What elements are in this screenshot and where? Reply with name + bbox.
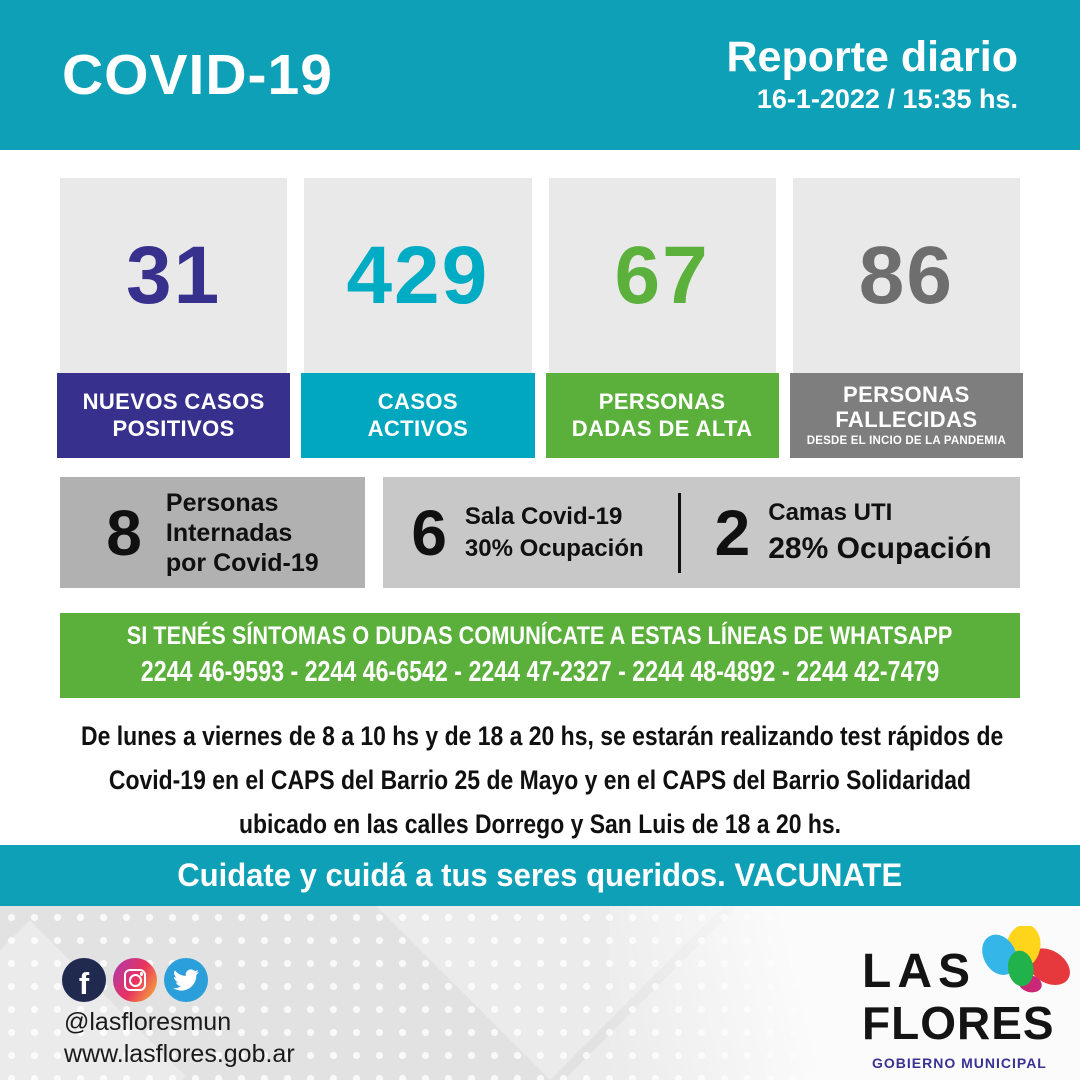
whatsapp-message: SI TENÉS SÍNTOMAS O DUDAS COMUNÍCATE A E… <box>127 622 953 650</box>
camas-uti-item: 2 Camas UTI 28% Ocupación <box>715 497 992 567</box>
stat-card-casos-activos: 429 CASOS ACTIVOS <box>301 178 535 458</box>
sala-covid-count: 6 <box>411 496 447 569</box>
dadas-de-alta-label: PERSONAS DADAS DE ALTA <box>545 373 779 458</box>
covid-title: COVID-19 <box>62 43 333 107</box>
camas-uti-label: Camas UTI 28% Ocupación <box>768 499 992 565</box>
sala-covid-label: Sala Covid-19 30% Ocupación <box>464 503 644 562</box>
whatsapp-banner: SI TENÉS SÍNTOMAS O DUDAS COMUNÍCATE A E… <box>60 613 1020 698</box>
vacunate-text: Cuidate y cuidá a tus seres queridos. VA… <box>177 857 903 893</box>
flower-icon <box>982 926 1070 993</box>
twitter-icon <box>164 958 208 1002</box>
occupancy-divider <box>677 492 681 573</box>
report-header: COVID-19 Reporte diario 16-1-2022 / 15:3… <box>0 0 1080 150</box>
casos-activos-value: 429 <box>346 229 490 321</box>
fallecidas-value: 86 <box>858 229 954 321</box>
logo-subtitle: GOBIERNO MUNICIPAL <box>872 1055 1047 1071</box>
internados-count: 8 <box>106 496 142 569</box>
instagram-icon <box>113 958 157 1002</box>
testing-line-3: ubicado en las calles Dorrego y San Luis… <box>238 809 842 839</box>
ocupacion-box: 6 Sala Covid-19 30% Ocupación 2 Camas UT… <box>383 477 1020 588</box>
logo-flores: FLORES <box>862 997 1055 1049</box>
camera-glyph <box>124 969 146 991</box>
whatsapp-numbers: 2244 46-9593 - 2244 46-6542 - 2244 47-23… <box>140 656 940 688</box>
nuevos-casos-value: 31 <box>126 229 222 321</box>
vacunate-banner: Cuidate y cuidá a tus seres queridos. VA… <box>0 845 1080 906</box>
website-url: www.lasflores.gob.ar <box>64 1040 295 1068</box>
testing-info: De lunes a viernes de 8 a 10 hs y de 18 … <box>0 714 1080 846</box>
internados-label: Personas Internadas por Covid-19 <box>165 488 319 577</box>
nuevos-casos-label: NUEVOS CASOS POSITIVOS <box>57 373 291 458</box>
report-label: Reporte diario <box>726 33 1019 82</box>
lasflores-logo: LAS FLORES GOBIERNO MUNICIPAL <box>862 926 1076 1071</box>
social-icons: f <box>62 958 208 1002</box>
internados-box: 8 Personas Internadas por Covid-19 <box>60 477 365 588</box>
stat-card-fallecidas: 86 PERSONAS FALLECIDAS DESDE EL INCIO DE… <box>789 178 1023 458</box>
hospitalization-section: 8 Personas Internadas por Covid-19 6 Sal… <box>60 477 1020 588</box>
social-handle: @lasfloresmun <box>64 1008 232 1036</box>
logo-las: LAS <box>862 945 976 998</box>
testing-line-2: Covid-19 en el CAPS del Barrio 25 de May… <box>108 765 972 795</box>
footer: f @lasfloresmun www.lasflores.gob.ar LAS <box>0 906 1080 1080</box>
report-meta: Reporte diario 16-1-2022 / 15:35 hs. <box>727 35 1019 114</box>
fallecidas-sublabel: DESDE EL INCIO DE LA PANDEMIA <box>806 435 1006 448</box>
testing-line-1: De lunes a viernes de 8 a 10 hs y de 18 … <box>81 721 1004 751</box>
sala-covid-item: 6 Sala Covid-19 30% Ocupación <box>411 501 643 565</box>
stat-cards: 31 NUEVOS CASOS POSITIVOS 429 CASOS ACTI… <box>57 178 1023 458</box>
stat-card-dadas-de-alta: 67 PERSONAS DADAS DE ALTA <box>545 178 779 458</box>
stat-card-nuevos-casos: 31 NUEVOS CASOS POSITIVOS <box>57 178 291 458</box>
facebook-icon: f <box>62 958 106 1002</box>
report-datetime: 16-1-2022 / 15:35 hs. <box>756 83 1018 114</box>
dadas-de-alta-value: 67 <box>614 229 710 321</box>
camas-uti-count: 2 <box>714 496 751 569</box>
casos-activos-label: CASOS ACTIVOS <box>301 373 535 458</box>
fallecidas-label: PERSONAS FALLECIDAS DESDE EL INCIO DE LA… <box>789 373 1023 458</box>
